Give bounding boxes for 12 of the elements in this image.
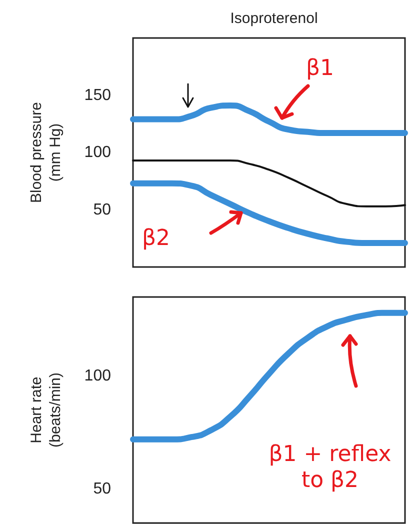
y-tick-label: 50 bbox=[93, 201, 112, 218]
y-tick-label: 50 bbox=[93, 480, 112, 498]
annotation: β1 bbox=[304, 56, 336, 82]
y-tick-label: 100 bbox=[84, 368, 112, 385]
y-axis-title: Blood pressure (mm Hg) bbox=[28, 102, 64, 203]
y-tick-label: 100 bbox=[84, 144, 112, 161]
chart-title: Isoproterenol bbox=[230, 10, 318, 27]
annotation: β1 + reflex to β2 bbox=[268, 442, 392, 494]
y-tick-label: 150 bbox=[84, 86, 112, 104]
annotation: β2 bbox=[140, 226, 172, 252]
y-axis-title: Heart rate (beats/min) bbox=[28, 372, 64, 448]
line-series bbox=[132, 160, 406, 208]
